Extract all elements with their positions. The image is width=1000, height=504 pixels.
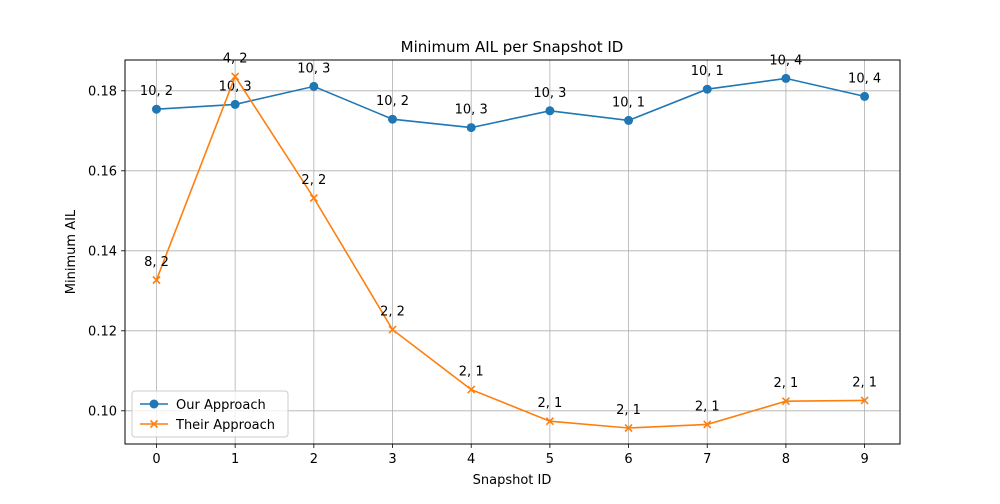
x-tick-label: 3 bbox=[388, 452, 396, 467]
plot-area-frame bbox=[124, 59, 901, 445]
data-label-our-approach: 10, 4 bbox=[769, 53, 802, 68]
data-point-their-approach bbox=[781, 397, 790, 406]
y-tick-label: 0.14 bbox=[88, 244, 117, 259]
x-tick-label: 7 bbox=[703, 452, 711, 467]
data-point-their-approach bbox=[860, 396, 869, 405]
legend-marker-their-approach bbox=[149, 419, 159, 429]
data-point-our-approach bbox=[781, 73, 791, 83]
data-point-their-approach bbox=[388, 325, 397, 334]
y-tick-label: 0.10 bbox=[88, 404, 117, 419]
data-point-our-approach bbox=[388, 114, 398, 124]
data-label-our-approach: 10, 3 bbox=[219, 79, 252, 94]
data-point-our-approach bbox=[545, 106, 555, 116]
data-label-their-approach: 2, 1 bbox=[616, 403, 641, 418]
x-tick-label: 1 bbox=[231, 452, 239, 467]
data-label-their-approach: 2, 2 bbox=[380, 305, 405, 320]
data-label-our-approach: 10, 3 bbox=[297, 61, 330, 76]
y-tick-label: 0.18 bbox=[88, 84, 117, 99]
data-label-their-approach: 2, 1 bbox=[774, 376, 799, 391]
data-point-our-approach bbox=[860, 91, 870, 101]
data-label-their-approach: 8, 2 bbox=[144, 255, 169, 270]
x-tick-label: 2 bbox=[310, 452, 318, 467]
x-tick-label: 8 bbox=[782, 452, 790, 467]
data-label-our-approach: 10, 1 bbox=[691, 64, 724, 79]
y-axis-label: Minimum AIL bbox=[64, 209, 79, 294]
grid-lines bbox=[125, 60, 900, 444]
data-label-their-approach: 2, 2 bbox=[301, 173, 326, 188]
data-point-their-approach bbox=[545, 417, 554, 426]
x-tick-label: 4 bbox=[467, 452, 475, 467]
series-line-our-approach bbox=[156, 77, 865, 129]
x-tick-label: 5 bbox=[546, 452, 554, 467]
data-point-their-approach bbox=[624, 423, 633, 433]
legend-label-our-approach: Our Approach bbox=[176, 398, 266, 413]
data-point-their-approach bbox=[152, 275, 161, 285]
data-label-their-approach: 4, 2 bbox=[223, 51, 248, 66]
chart-title: Minimum AIL per Snapshot ID bbox=[401, 38, 624, 56]
data-point-their-approach bbox=[467, 385, 476, 394]
data-label-our-approach: 10, 2 bbox=[140, 84, 173, 99]
data-label-our-approach: 10, 3 bbox=[533, 86, 566, 101]
legend-frame bbox=[131, 390, 289, 438]
y-tick-label: 0.12 bbox=[88, 324, 117, 339]
data-point-our-approach bbox=[466, 123, 476, 133]
legend: Our Approach Their Approach bbox=[131, 390, 289, 438]
data-label-their-approach: 2, 1 bbox=[537, 396, 562, 411]
data-label-our-approach: 10, 1 bbox=[612, 95, 645, 110]
data-label-our-approach: 10, 3 bbox=[455, 103, 488, 118]
data-label-their-approach: 2, 1 bbox=[852, 375, 877, 390]
x-tick-label: 0 bbox=[152, 452, 160, 467]
data-label-our-approach: 10, 4 bbox=[848, 71, 881, 86]
data-point-their-approach bbox=[703, 420, 712, 429]
legend-marker-our-approach bbox=[149, 399, 159, 409]
data-label-our-approach: 10, 2 bbox=[376, 94, 409, 109]
x-tick-label: 6 bbox=[624, 452, 632, 467]
series-line-their-approach bbox=[155, 74, 865, 429]
data-point-our-approach bbox=[702, 84, 712, 94]
data-label-their-approach: 2, 1 bbox=[695, 399, 720, 414]
data-point-our-approach bbox=[230, 99, 240, 109]
legend-label-their-approach: Their Approach bbox=[175, 418, 275, 433]
x-axis-label: Snapshot ID bbox=[473, 473, 552, 488]
data-label-their-approach: 2, 1 bbox=[459, 365, 484, 380]
series-layer: 10, 2 10, 3 10, 3 10, 2 10, 3 10, 3 10, 1 10, 1… bbox=[140, 51, 881, 433]
y-tick-label: 0.16 bbox=[88, 164, 117, 179]
data-point-our-approach bbox=[624, 115, 634, 125]
x-axis-ticks: 0 1 2 3 4 5 6 7 8 9 bbox=[152, 444, 869, 467]
x-tick-label: 9 bbox=[860, 452, 868, 467]
data-point-their-approach bbox=[309, 193, 318, 203]
data-point-their-approach bbox=[231, 72, 240, 81]
data-point-our-approach bbox=[309, 81, 319, 91]
data-point-our-approach bbox=[151, 104, 161, 114]
y-axis-ticks: 0.10 0.12 0.14 0.16 0.18 bbox=[88, 84, 125, 419]
